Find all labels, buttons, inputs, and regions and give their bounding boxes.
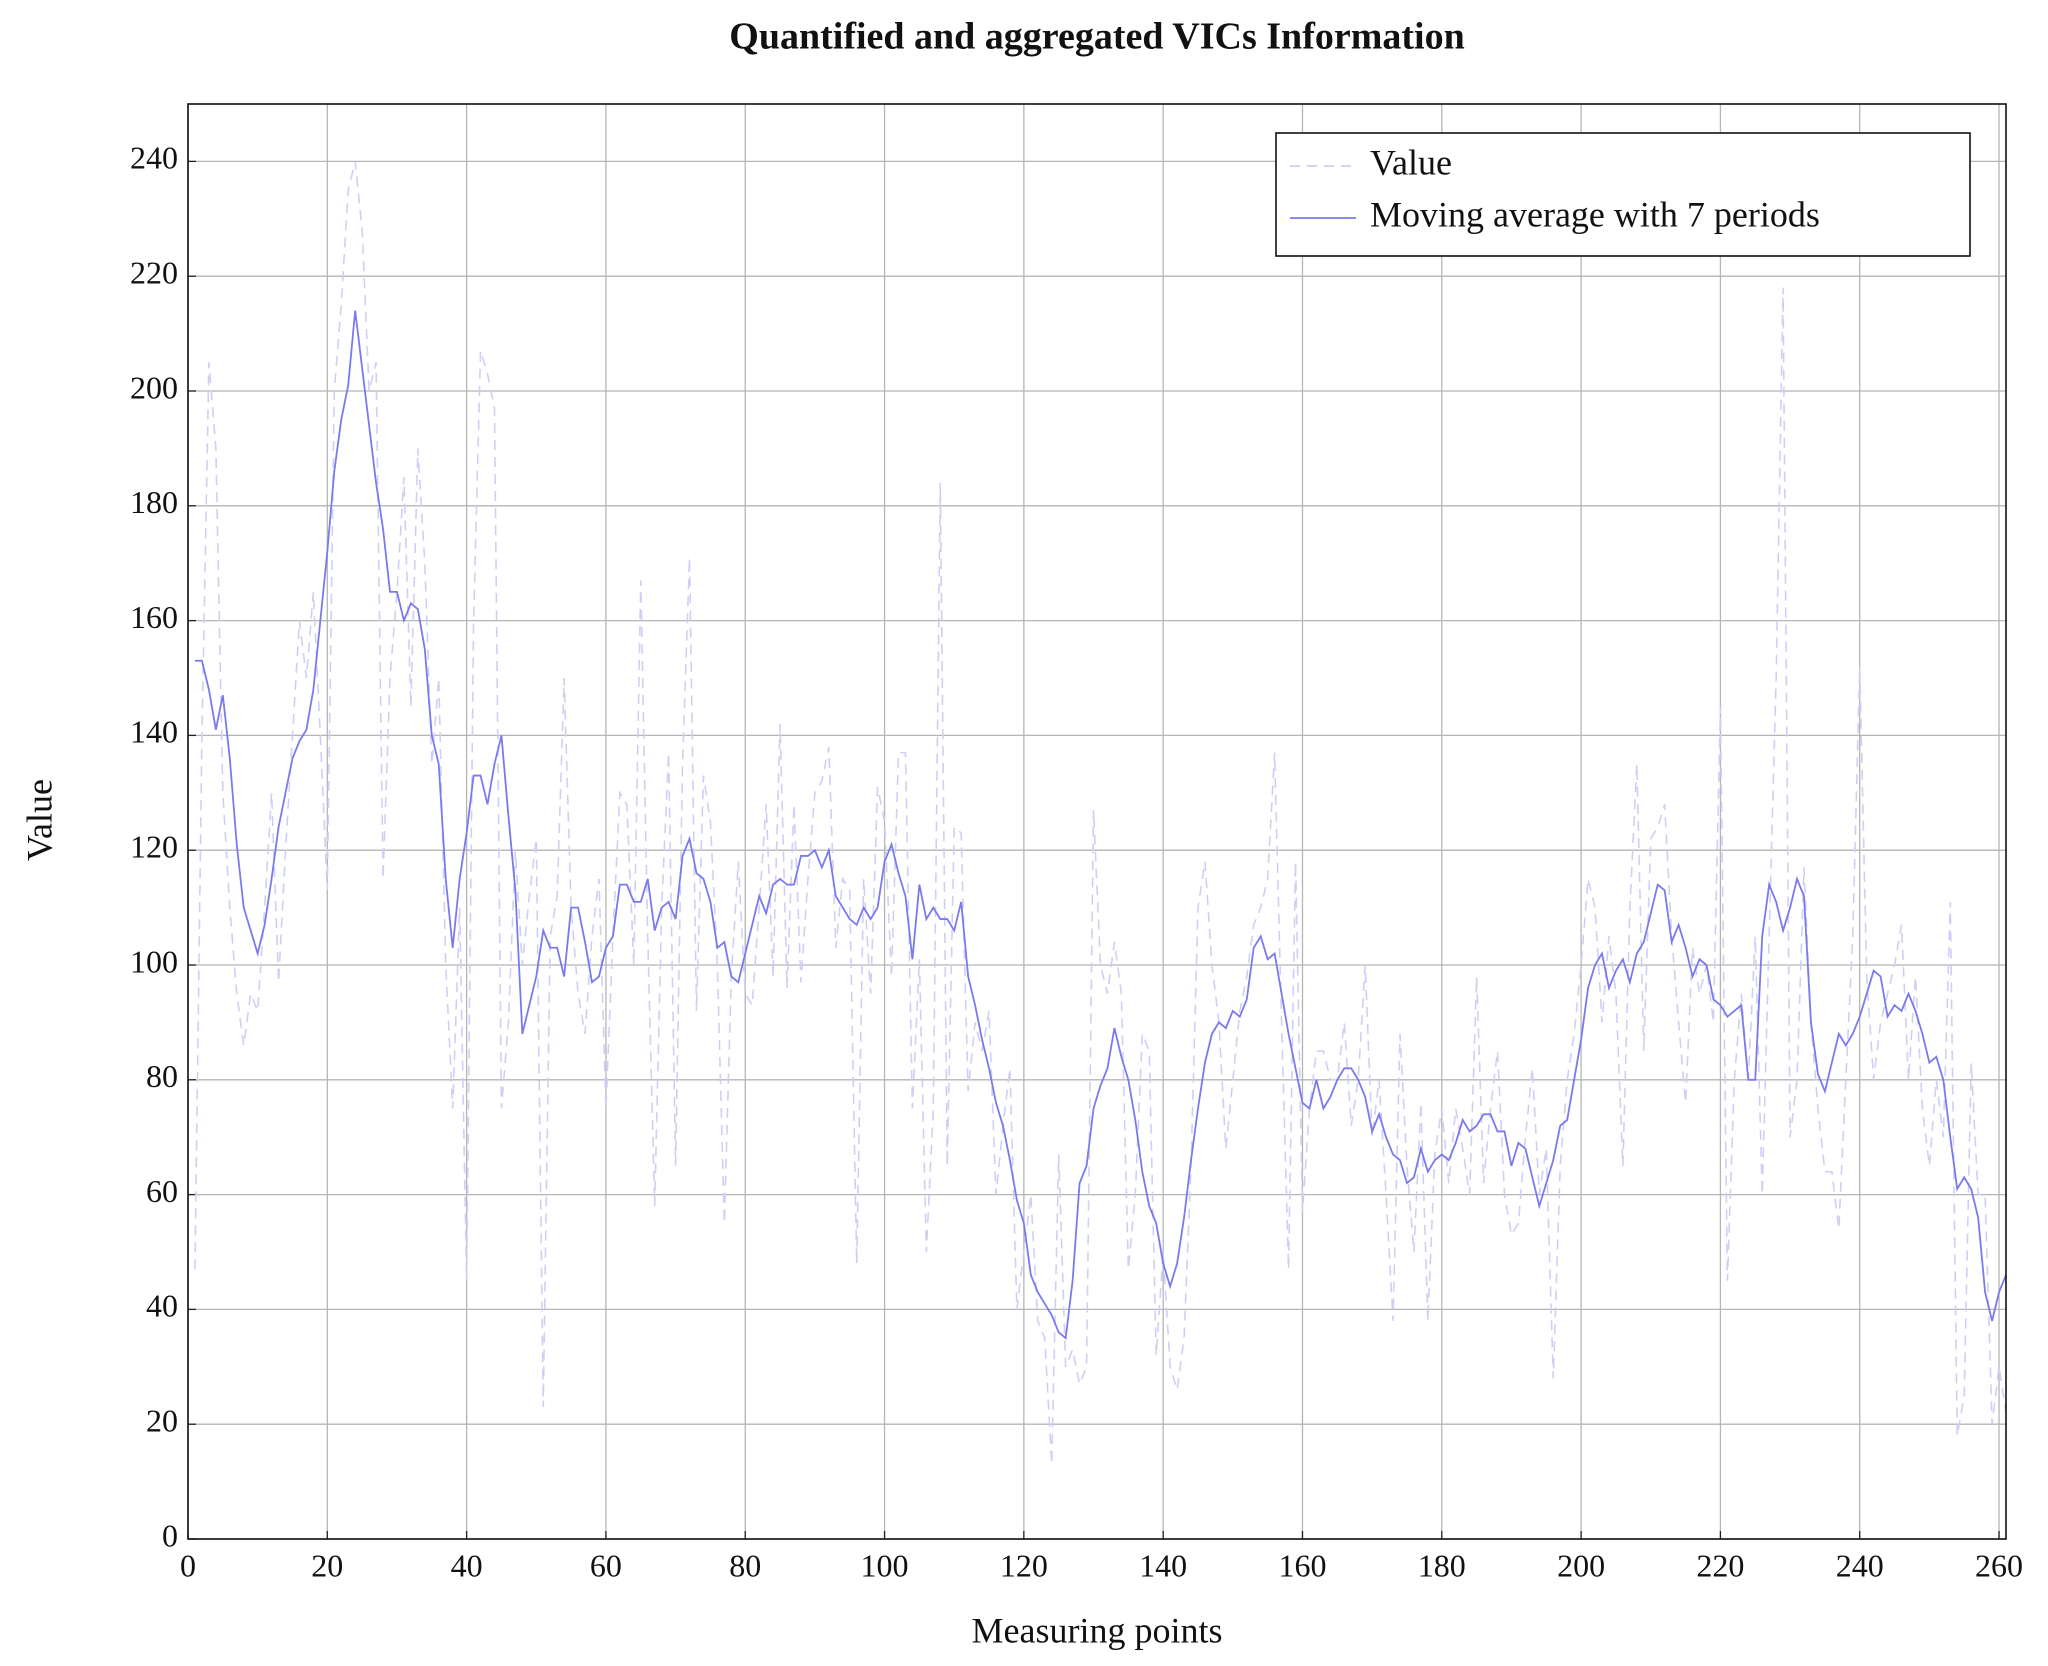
y-tick-label: 140: [130, 714, 178, 750]
legend-box: [1275, 132, 1971, 257]
y-axis-label: Value: [19, 779, 59, 861]
x-tick-label: 220: [1696, 1547, 1744, 1583]
x-tick-label: 120: [1000, 1547, 1048, 1583]
x-tick-label: 100: [861, 1547, 909, 1583]
x-tick-label: 140: [1139, 1547, 1187, 1583]
x-tick-label: 40: [451, 1547, 483, 1583]
y-tick-label: 120: [130, 829, 178, 865]
y-tick-label: 40: [146, 1288, 178, 1324]
x-tick-label: 20: [311, 1547, 343, 1583]
x-tick-label: 180: [1418, 1547, 1466, 1583]
y-tick-label: 60: [146, 1173, 178, 1209]
x-tick-label: 260: [1975, 1547, 2023, 1583]
y-tick-label: 160: [130, 599, 178, 635]
plot-frame: [187, 103, 2007, 1540]
legend-label: Moving average with 7 periods: [1370, 194, 1820, 234]
y-tick-label: 200: [130, 369, 178, 405]
x-tick-label: 240: [1836, 1547, 1884, 1583]
data-line: [194, 310, 2007, 1340]
y-tick-label: 240: [130, 140, 178, 176]
x-tick-label: 200: [1557, 1547, 1605, 1583]
y-tick-label: 180: [130, 484, 178, 520]
x-axis-label: Measuring points: [972, 1610, 1223, 1650]
y-tick-label: 220: [130, 255, 178, 291]
x-tick-label: 60: [590, 1547, 622, 1583]
legend-label: Value: [1370, 142, 1452, 182]
y-tick-label: 100: [130, 943, 178, 979]
chart-title: Quantified and aggregated VICs Informati…: [729, 16, 1464, 58]
y-tick-label: 80: [146, 1058, 178, 1094]
x-tick-label: 160: [1278, 1547, 1326, 1583]
y-tick-label: 0: [162, 1517, 178, 1553]
x-tick-label: 80: [729, 1547, 761, 1583]
x-tick-label: 0: [180, 1547, 196, 1583]
y-tick-label: 20: [146, 1403, 178, 1439]
